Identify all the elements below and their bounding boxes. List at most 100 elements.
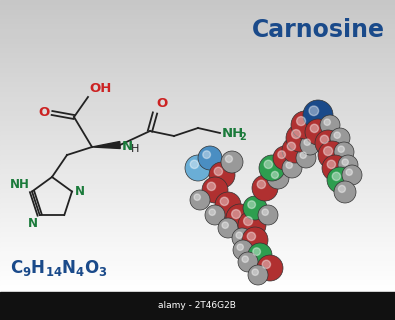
Circle shape — [342, 165, 362, 185]
Circle shape — [320, 115, 340, 135]
Bar — [0, 218, 395, 222]
Circle shape — [322, 155, 348, 181]
Circle shape — [190, 190, 210, 210]
Circle shape — [324, 147, 333, 156]
Bar — [0, 232, 395, 237]
Bar — [0, 121, 395, 126]
Bar — [0, 251, 395, 256]
Circle shape — [185, 155, 211, 181]
Bar — [0, 48, 395, 53]
Circle shape — [190, 160, 199, 169]
Bar — [0, 82, 395, 87]
Circle shape — [291, 111, 319, 139]
Circle shape — [304, 139, 310, 145]
Circle shape — [332, 172, 340, 180]
Bar — [0, 73, 395, 77]
Text: O: O — [156, 97, 167, 110]
Bar — [0, 222, 395, 227]
Text: N: N — [75, 185, 85, 198]
Circle shape — [300, 152, 307, 158]
Circle shape — [310, 124, 318, 132]
Bar — [0, 159, 395, 164]
Circle shape — [226, 204, 254, 232]
Circle shape — [320, 135, 329, 144]
Circle shape — [278, 151, 286, 158]
Bar — [0, 0, 395, 5]
Bar — [0, 280, 395, 285]
Bar — [0, 106, 395, 111]
Circle shape — [258, 205, 278, 225]
Circle shape — [207, 182, 216, 190]
Circle shape — [324, 119, 330, 125]
Circle shape — [253, 248, 260, 255]
Bar — [0, 19, 395, 24]
Circle shape — [262, 260, 271, 268]
Bar — [0, 164, 395, 169]
Bar — [0, 184, 395, 188]
Bar — [0, 39, 395, 44]
Circle shape — [238, 252, 258, 272]
Circle shape — [203, 151, 211, 158]
Circle shape — [315, 130, 341, 156]
Circle shape — [209, 162, 235, 188]
Bar — [0, 97, 395, 101]
Text: OH: OH — [89, 82, 111, 95]
Circle shape — [262, 209, 268, 215]
Bar — [0, 63, 395, 68]
Bar — [0, 10, 395, 14]
Bar — [0, 155, 395, 159]
Bar — [0, 179, 395, 184]
Circle shape — [231, 210, 241, 219]
Bar — [0, 135, 395, 140]
Circle shape — [202, 177, 228, 203]
Circle shape — [338, 146, 344, 152]
Text: O: O — [39, 106, 50, 118]
Circle shape — [282, 137, 308, 163]
Bar — [0, 87, 395, 92]
Bar — [0, 193, 395, 198]
Bar — [0, 242, 395, 246]
Circle shape — [334, 132, 340, 138]
Text: Carnosine: Carnosine — [252, 18, 385, 42]
Circle shape — [248, 265, 268, 285]
Circle shape — [300, 135, 320, 155]
Bar — [0, 29, 395, 34]
Circle shape — [232, 228, 252, 248]
Bar — [0, 276, 395, 280]
Bar — [0, 101, 395, 106]
Circle shape — [236, 232, 243, 238]
Circle shape — [292, 130, 301, 139]
Text: H: H — [131, 144, 139, 154]
Bar — [0, 198, 395, 203]
Circle shape — [218, 218, 238, 238]
Bar — [0, 145, 395, 150]
Bar — [0, 140, 395, 145]
Circle shape — [346, 169, 352, 175]
Circle shape — [226, 156, 232, 163]
Circle shape — [287, 142, 295, 150]
Bar — [0, 271, 395, 276]
Circle shape — [243, 196, 267, 220]
Circle shape — [214, 167, 222, 176]
Circle shape — [205, 205, 225, 225]
Bar — [0, 150, 395, 155]
Bar — [0, 77, 395, 82]
Bar — [0, 208, 395, 213]
Bar — [0, 34, 395, 39]
Circle shape — [327, 160, 335, 169]
Circle shape — [264, 160, 273, 169]
Bar — [0, 174, 395, 179]
Bar — [0, 256, 395, 261]
Circle shape — [248, 243, 272, 267]
Bar — [0, 53, 395, 58]
Circle shape — [334, 181, 356, 203]
Text: $\mathbf{C_9H_{14}N_4O_3}$: $\mathbf{C_9H_{14}N_4O_3}$ — [10, 258, 108, 278]
Bar — [0, 131, 395, 135]
Circle shape — [303, 100, 333, 130]
Text: N: N — [28, 217, 38, 230]
Circle shape — [198, 146, 222, 170]
Bar — [0, 68, 395, 73]
Circle shape — [327, 167, 353, 193]
Circle shape — [273, 146, 297, 170]
Circle shape — [247, 232, 256, 241]
